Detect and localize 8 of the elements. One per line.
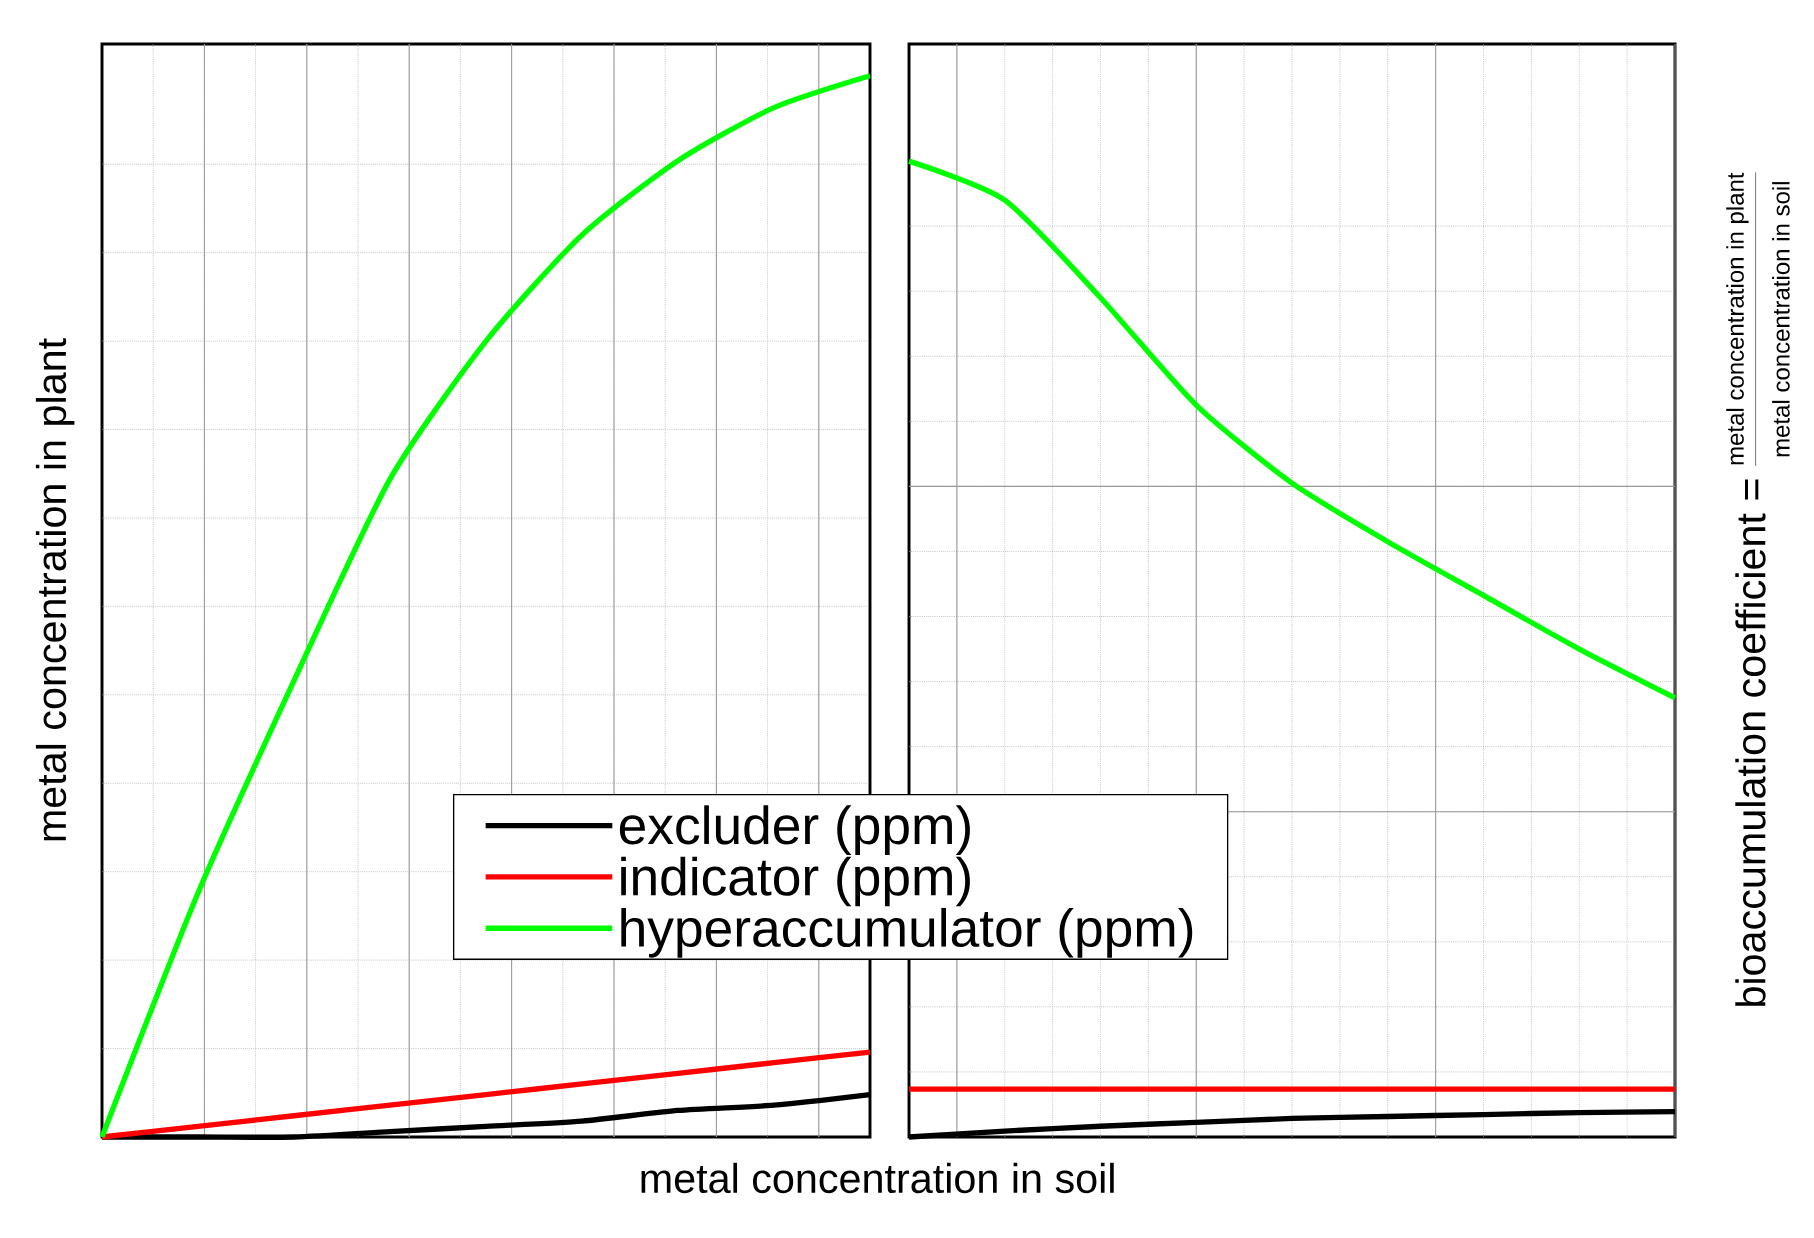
legend-label: indicator (ppm) bbox=[621, 856, 970, 907]
y-axis-title: bioaccumulation coefficient = bbox=[1735, 479, 1766, 1006]
text: metal concentration in soil bbox=[1772, 182, 1790, 457]
legend-label: excluder (ppm) bbox=[619, 805, 970, 856]
x-axis-title: metal concentration in soil bbox=[641, 1162, 1114, 1194]
y-axis-title: metal concentration in plant bbox=[35, 338, 75, 841]
text: metal concentration in plant bbox=[1726, 172, 1749, 465]
legend-label: hyperaccumulator (ppm) bbox=[621, 907, 1193, 958]
